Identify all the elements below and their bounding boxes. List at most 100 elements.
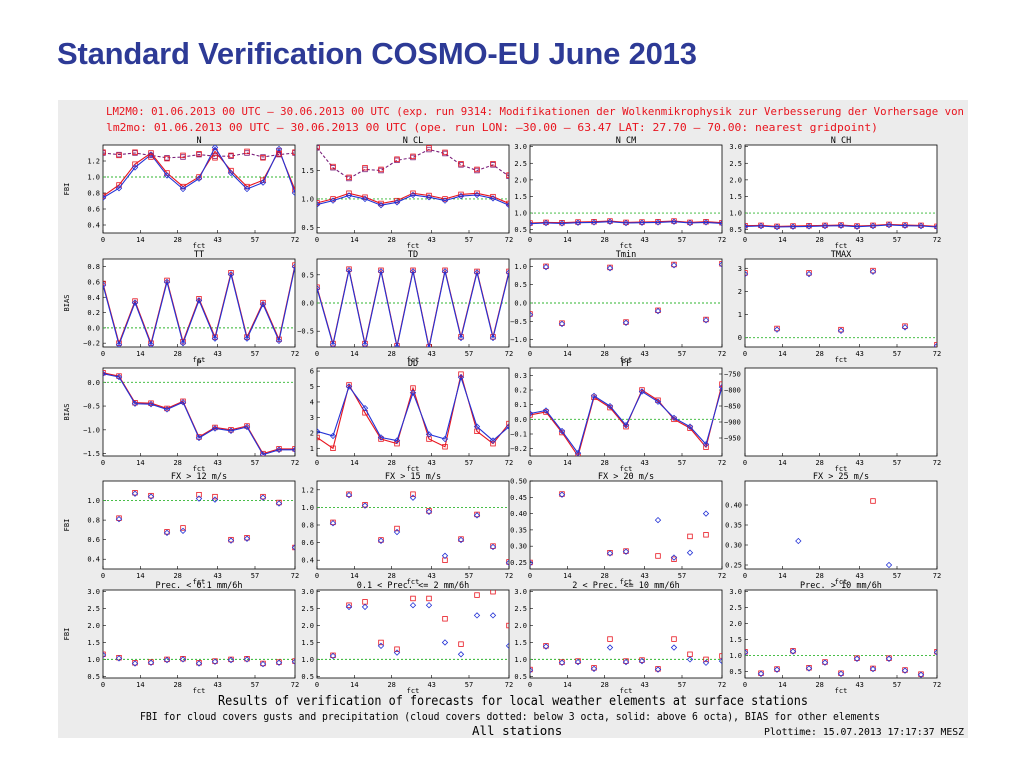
data-point-diamond [409,494,417,501]
x-tick-label: 72 [933,236,941,244]
y-tick-label: 3.0 [729,143,742,151]
y-tick-label: 2.5 [729,160,742,168]
y-tick-label: 2.5 [514,160,527,168]
data-point-diamond [773,326,781,333]
x-tick-label: 28 [600,236,608,244]
data-point-square [330,196,336,202]
data-point-diamond [901,222,909,229]
panel-title: TMAX [831,250,852,260]
x-tick-label: 43 [213,236,221,244]
x-tick-label: 14 [136,350,144,358]
y-tick-label: 0.5 [514,226,527,234]
data-point-square [378,639,384,646]
data-point-diamond [773,666,781,673]
data-point-diamond [505,642,509,650]
panel-title: N CL [403,136,423,146]
x-tick-label: 14 [136,236,144,244]
data-point-diamond [103,281,107,289]
y-tick-label: 1.5 [301,167,314,175]
data-point-square [426,595,432,602]
panel-title: N CH [831,136,851,146]
panel-series [745,648,937,678]
data-point-diamond [361,341,369,347]
data-point-diamond [259,300,267,308]
data-point-diamond [805,665,813,672]
x-tick-label: 57 [678,681,686,689]
data-point-square [394,156,400,162]
data-point-square [410,153,416,160]
x-tick-label: 28 [173,572,181,580]
data-point-diamond [227,169,235,177]
x-axis-label: fct [835,242,848,250]
data-point-diamond [654,398,662,405]
x-axis-label: fct [620,578,633,586]
panel-8: P BIAS 0 14 28 43 57 72 fct −1.5 −1.0 −0.5 0.0 [63,359,299,473]
data-point-square [196,151,202,157]
x-tick-label: 57 [465,572,473,580]
y-tick-label: 0.5 [729,226,742,234]
series-line [317,194,509,206]
data-point-diamond [243,423,251,431]
panel-title: TT [194,250,204,260]
verification-figure: LM2M0: 01.06.2013 00 UTC — 30.06.2013 00… [58,100,968,738]
data-point-square [506,420,509,427]
data-point-diamond [227,537,235,544]
y-tick-label: 0.2 [514,387,527,395]
series-line [317,147,509,180]
data-point-diamond [393,199,401,206]
panel-title: N [196,136,201,146]
data-point-square [506,200,509,207]
panel-frame [102,589,296,679]
data-point-square [490,334,496,340]
data-point-diamond [345,383,353,390]
y-tick-label: 3.0 [514,143,527,151]
data-point-diamond [345,192,353,199]
data-point-diamond [457,536,465,544]
data-point-diamond [869,222,877,230]
data-point-square [474,592,480,598]
data-point-diamond [933,342,937,347]
data-point-diamond [686,423,694,430]
panel-series [103,370,295,456]
data-point-square [317,434,320,441]
data-point-diamond [195,175,203,182]
y-tick-label: 3.0 [729,588,742,596]
data-point-diamond [163,278,171,286]
x-tick-label: 72 [718,572,726,580]
x-tick-label: 57 [251,459,259,467]
data-point-diamond [489,543,497,551]
y-tick-label: 0.5 [514,673,527,681]
data-point-square [132,490,138,496]
data-point-diamond [686,219,694,227]
data-point-diamond [179,340,187,347]
data-point-square [276,499,282,506]
data-point-square [607,404,613,411]
y-tick-label: 3.0 [87,588,100,596]
y-tick-label: 0.30 [725,542,742,550]
x-tick-label: 43 [427,459,435,467]
y-tick-label: 2.0 [301,622,314,630]
data-point-diamond [377,434,385,441]
x-axis-label: fct [193,687,206,695]
data-point-square [116,152,122,159]
y-tick-label: 2.0 [729,176,742,184]
data-point-diamond [227,427,235,434]
data-point-square [212,155,218,161]
x-tick-label: 43 [427,350,435,358]
data-point-square [490,543,496,549]
data-point-diamond [718,383,722,391]
data-point-diamond [702,510,710,517]
data-point-diamond [211,425,219,432]
data-point-diamond [409,602,417,609]
right-tick-label: −750 [724,371,741,379]
data-point-square [196,491,202,498]
data-point-square [687,533,693,540]
data-point-square [244,423,250,429]
data-point-diamond [718,220,722,227]
data-point-square [490,590,496,595]
data-point-diamond [441,268,449,275]
panel-title: DD [408,359,418,369]
x-tick-label: 0 [315,572,319,580]
y-tick-label: 0.4 [87,294,100,302]
x-tick-label: 57 [678,350,686,358]
